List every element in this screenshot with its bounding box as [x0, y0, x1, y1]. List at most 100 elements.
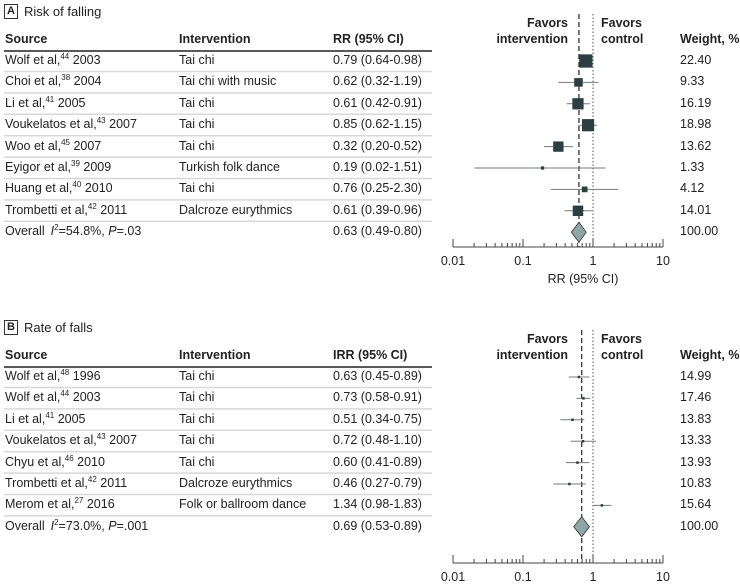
study-source: Li et al,41 2005: [5, 410, 86, 426]
study-intervention: Tai chi with music: [179, 74, 277, 89]
study-weight: 13.62: [680, 138, 712, 153]
study-intervention: Tai chi: [179, 181, 215, 196]
point-estimate-marker: [581, 439, 585, 443]
column-header-intervention: Intervention: [179, 348, 251, 362]
study-source: Huang et al,40 2010: [5, 181, 113, 196]
study-year: 2003: [72, 390, 101, 405]
study-intervention: Dalcroze eurythmics: [179, 202, 293, 217]
study-year: 2011: [100, 476, 128, 490]
study-weight: 13.93: [680, 454, 712, 469]
overall-diamond: [573, 516, 590, 538]
p-value: .03: [123, 224, 142, 239]
estimate-ci: 0.61 (0.39-0.96): [333, 202, 422, 217]
overall-text: Overall: [5, 518, 45, 533]
estimate-ci: 0.63 (0.45-0.89): [333, 369, 422, 383]
study-year: 2011: [100, 202, 128, 217]
study-intervention: Tai chi: [179, 53, 215, 67]
study-reference: 42: [87, 475, 97, 484]
i2-value: =: [58, 518, 66, 533]
point-estimate-marker: [553, 141, 564, 152]
study-author: Wolf et al,: [5, 369, 61, 383]
study-intervention: Tai chi: [179, 95, 215, 110]
panel-letter: B: [4, 320, 18, 335]
study-intervention: Tai chi: [179, 411, 215, 426]
study-author: Huang et al,: [5, 181, 73, 196]
study-author: Li et al,: [5, 411, 46, 426]
study-source: Woo et al,45 2007: [5, 137, 101, 153]
estimate-ci: 0.63 (0.49-0.80): [333, 224, 422, 239]
study-reference: 46: [64, 453, 74, 463]
study-reference: 38: [61, 73, 71, 83]
point-estimate-marker: [581, 186, 588, 193]
study-reference: 39: [71, 159, 80, 168]
study-reference: 44: [60, 389, 70, 399]
study-weight: 14.01: [680, 202, 712, 217]
study-intervention: Tai chi: [179, 369, 215, 383]
study-author: Wolf et al,: [5, 53, 61, 67]
point-estimate-marker: [582, 397, 585, 400]
study-reference: 41: [45, 410, 55, 420]
study-author: Trombetti et al,: [5, 202, 88, 217]
study-author: Chyu et al,: [5, 454, 65, 469]
overall-diamond: [570, 221, 587, 243]
study-weight: 18.98: [680, 117, 712, 132]
study-author: Choi et al,: [5, 74, 62, 89]
i2-symbol: I: [50, 224, 55, 239]
study-weight: 100.00: [680, 224, 719, 239]
point-estimate-marker: [572, 98, 584, 110]
estimate-ci: 0.79 (0.64-0.98): [333, 53, 422, 67]
point-estimate-marker: [540, 166, 545, 170]
x-tick-label: 0.01: [440, 254, 466, 268]
study-reference: 41: [45, 94, 55, 104]
study-weight: 13.83: [680, 411, 712, 426]
panel-title: Risk of falling: [24, 4, 102, 19]
study-source: Eyigor et al,39 2009: [5, 159, 111, 175]
column-header-weight: Weight, %: [680, 348, 740, 362]
study-source: Merom et al,27 2016: [5, 496, 115, 512]
study-intervention: Tai chi: [179, 390, 215, 405]
study-reference: 45: [61, 137, 70, 147]
panel-letter: A: [4, 4, 18, 19]
study-reference: 44: [60, 52, 70, 61]
estimate-ci: 0.46 (0.27-0.79): [333, 476, 422, 490]
column-header-estimate: IRR (95% CI): [333, 348, 408, 362]
study-source: Voukelatos et al,43 2007: [5, 433, 137, 448]
column-header-source: Source: [5, 32, 48, 46]
study-author: Voukelatos et al,: [5, 117, 97, 132]
point-estimate-marker: [572, 205, 584, 217]
p-value: .001: [123, 518, 149, 533]
study-weight: 16.19: [680, 95, 712, 110]
study-source: Choi et al,38 2004: [5, 73, 102, 89]
study-year: 2010: [77, 454, 105, 469]
point-estimate-marker: [579, 54, 593, 68]
overall-label: Overall I2=54.8%, P=.03: [5, 223, 142, 239]
i2-symbol: I: [50, 518, 55, 533]
x-tick-label: 10: [656, 254, 670, 268]
estimate-ci: 0.73 (0.58-0.91): [333, 390, 422, 405]
study-weight: 10.83: [680, 476, 712, 490]
study-reference: 27: [74, 496, 84, 506]
point-estimate-marker: [600, 504, 604, 507]
study-year: 2005: [57, 95, 86, 110]
estimate-ci: 0.60 (0.41-0.89): [333, 454, 422, 469]
i2-value: 54.8%: [65, 224, 102, 239]
study-year: 2004: [73, 74, 102, 89]
i2-superscript: 2: [54, 223, 59, 233]
overall-text: Overall: [5, 224, 45, 239]
study-weight: 4.12: [680, 181, 705, 196]
overall-label: Overall I2=73.0%, P=.001: [5, 518, 149, 533]
favors-intervention-label: Favors: [527, 16, 568, 30]
estimate-ci: 0.61 (0.42-0.91): [333, 95, 422, 110]
favors-intervention-label: intervention: [496, 32, 568, 46]
study-weight: 17.46: [680, 390, 712, 405]
study-weight: 13.33: [680, 433, 712, 448]
estimate-ci: 0.85 (0.62-1.15): [333, 117, 422, 132]
study-weight: 9.33: [680, 74, 705, 89]
study-year: 2016: [86, 497, 115, 512]
point-estimate-marker: [576, 461, 579, 464]
estimate-ci: 0.51 (0.34-0.75): [333, 411, 422, 426]
x-tick-label: 10: [656, 570, 670, 584]
x-tick-label: 0.1: [514, 570, 532, 584]
study-year: 2010: [84, 181, 113, 196]
